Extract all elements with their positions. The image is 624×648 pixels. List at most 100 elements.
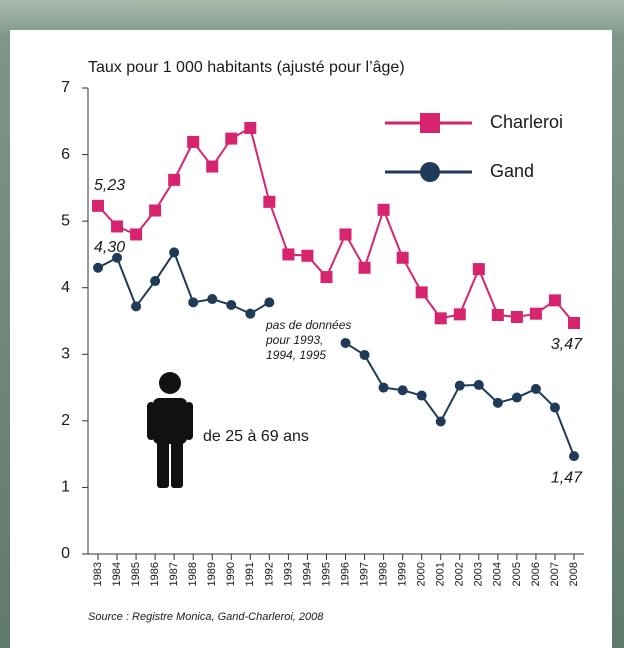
marker [415,286,428,299]
marker [359,349,370,360]
marker [529,307,542,320]
x-tick-label: 2005 [511,562,523,586]
marker [263,195,276,208]
x-tick-label: 1986 [149,562,161,586]
legend-label: Charleroi [490,112,563,132]
marker [169,247,180,258]
x-tick-label: 1985 [130,562,142,586]
marker [264,297,275,308]
x-tick-label: 2004 [492,562,504,586]
marker [472,263,485,276]
y-tick-label: 3 [61,346,70,363]
x-tick-label: 1997 [358,562,370,586]
marker [491,309,504,322]
x-tick-label: 1984 [111,562,123,586]
x-tick-label: 1998 [378,562,390,586]
x-tick-label: 1996 [339,562,351,586]
marker [396,251,409,264]
value-label: 5,23 [94,177,125,194]
x-tick-label: 2006 [530,562,542,586]
x-tick-label: 1995 [320,562,332,586]
marker [377,203,390,216]
person-icon [147,372,193,488]
x-tick-label: 1983 [92,562,104,586]
x-tick-label: 1989 [206,562,218,586]
marker [92,199,104,212]
x-tick-label: 1988 [187,562,199,586]
marker [225,132,238,145]
y-tick-label: 5 [61,212,70,229]
value-label: 1,47 [551,469,583,486]
marker [187,135,200,148]
marker [226,300,237,311]
x-tick-label: 1994 [301,562,313,586]
legend-marker [420,162,440,182]
marker [301,249,314,262]
y-tick-label: 2 [61,412,70,429]
x-tick-label: 1987 [168,562,180,586]
value-label: 4,30 [94,239,125,256]
marker [548,294,561,307]
marker [111,220,124,233]
y-tick-label: 1 [61,479,70,496]
marker [282,248,295,261]
marker [149,204,162,217]
note: pour 1993, [265,333,323,347]
marker [339,228,352,241]
marker [511,392,522,403]
x-tick-label: 1993 [282,562,294,586]
x-tick-label: 1999 [397,562,409,586]
marker [93,262,103,273]
series-line [97,250,270,315]
y-tick-label: 0 [61,545,70,562]
marker [207,294,218,305]
marker [340,337,351,348]
marker [510,311,523,324]
marker [150,276,161,287]
y-tick-label: 4 [61,279,70,296]
note: 1994, 1995 [266,348,326,362]
y-tick-label: 6 [61,146,70,163]
marker [244,121,257,134]
marker [569,451,579,462]
y-tick-label: 7 [61,79,70,96]
marker [245,308,256,319]
marker [397,385,408,396]
x-tick-label: 2000 [416,562,428,586]
marker [378,382,389,393]
marker [188,297,199,308]
value-label: 3,47 [551,336,583,353]
legend-label: Gand [490,161,534,181]
x-tick-label: 1991 [244,562,256,586]
age-label: de 25 à 69 ans [203,428,309,445]
note: pas de données [265,318,351,332]
x-tick-label: 2002 [454,562,466,586]
y-axis-label: Taux pour 1 000 habitants (ajusté pour l… [88,59,405,76]
legend-marker [420,113,440,133]
series-line [97,126,575,324]
x-tick-label: 2003 [473,562,485,586]
panel [10,30,612,648]
marker [473,379,484,390]
marker [434,312,447,325]
x-tick-label: 1990 [225,562,237,586]
x-tick-label: 1992 [263,562,275,586]
marker [453,308,466,321]
marker [131,301,142,312]
marker [130,228,143,241]
marker [454,380,465,391]
marker [112,252,123,263]
marker [206,160,219,173]
marker [168,173,181,186]
x-tick-label: 2001 [435,562,447,586]
marker [358,261,371,274]
marker [435,416,446,427]
x-tick-label: 2008 [568,562,580,586]
marker [320,271,333,284]
marker [492,397,503,408]
source: Source : Registre Monica, Gand-Charleroi… [88,611,324,623]
marker [416,390,427,401]
x-tick-label: 2007 [549,562,561,586]
marker [568,316,580,329]
